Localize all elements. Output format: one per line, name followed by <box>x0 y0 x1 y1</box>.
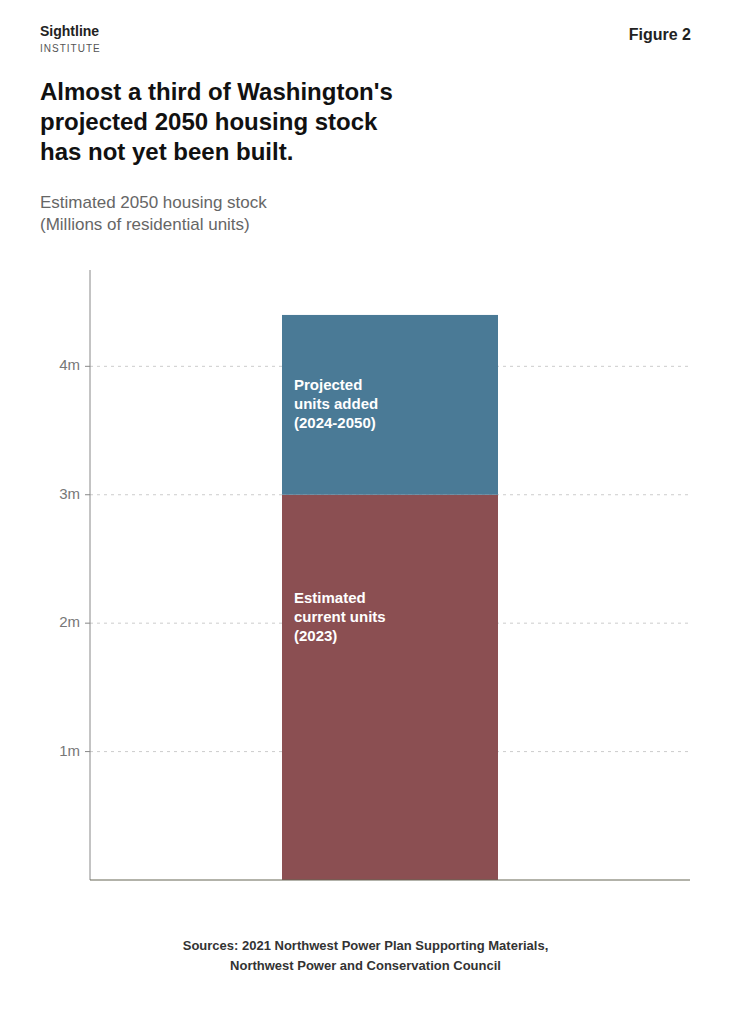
segment-label: Estimatedcurrent units(2023) <box>294 589 386 644</box>
brand-name: Sightline <box>40 23 99 39</box>
x-axis-line <box>90 880 690 881</box>
y-tick-label: 2m <box>59 613 80 630</box>
y-tick <box>85 623 90 624</box>
figure-label: Figure 2 <box>629 26 691 43</box>
segment-labels: Estimatedcurrent units(2023) Projecteduni… <box>294 376 386 644</box>
bar-segment <box>282 315 498 495</box>
y-tick <box>85 751 90 752</box>
y-tick-label: 4m <box>59 356 80 373</box>
y-tick <box>85 366 90 367</box>
chart-title: Almost a third of Washington'sprojected … <box>40 78 393 165</box>
segment-label: Projectedunits added(2024-2050) <box>294 376 378 431</box>
brand-subtitle: INSTITUTE <box>40 43 101 54</box>
bar-segment <box>282 495 498 880</box>
y-axis-line <box>90 270 91 880</box>
source-note: Sources: 2021 Northwest Power Plan Suppo… <box>183 938 549 973</box>
chart-svg: Sightline INSTITUTE Figure 2 Almost a third… <box>0 0 731 1024</box>
bars <box>282 315 498 880</box>
y-tick-label: 1m <box>59 742 80 759</box>
chart-subtitle: Estimated 2050 housing stock(Millions of… <box>40 193 267 234</box>
y-tick-label: 3m <box>59 485 80 502</box>
y-tick <box>85 494 90 495</box>
